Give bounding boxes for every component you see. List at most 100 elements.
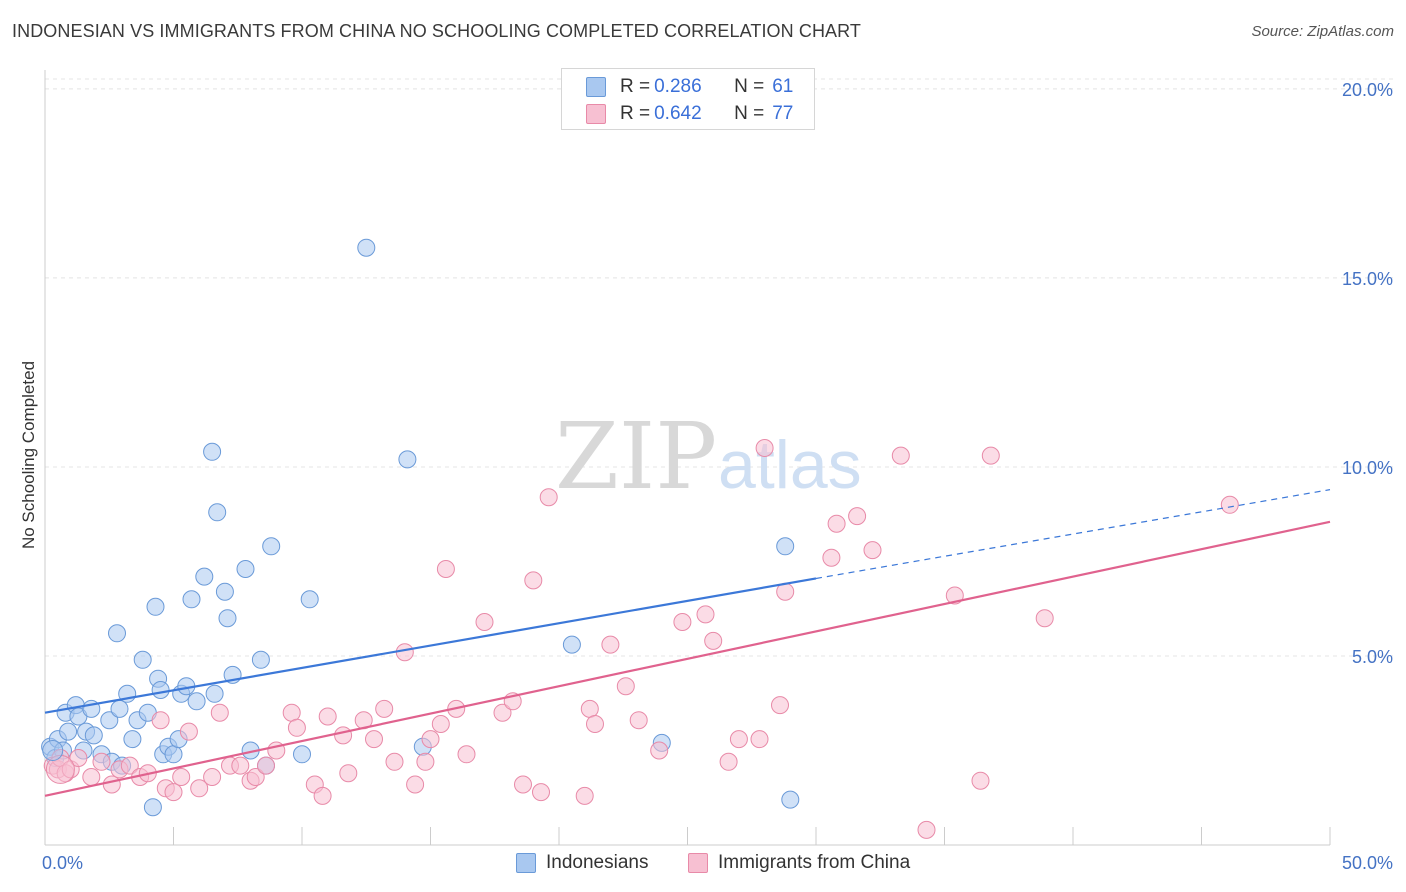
point-indonesians-54 bbox=[776, 537, 795, 556]
point-immigrants-china-20 bbox=[210, 703, 229, 722]
point-immigrants-china-39 bbox=[406, 775, 425, 794]
point-immigrants-china-41 bbox=[421, 730, 440, 749]
point-indonesians-24 bbox=[146, 597, 165, 616]
point-indonesians-11 bbox=[84, 726, 103, 745]
point-immigrants-china-36 bbox=[375, 699, 394, 718]
correlation-legend: R = 0.286 N = 61 R = 0.642 N = 77 bbox=[561, 68, 815, 130]
point-indonesians-52 bbox=[562, 635, 581, 654]
point-immigrants-china-71 bbox=[848, 507, 867, 526]
point-indonesians-16 bbox=[110, 699, 129, 718]
point-immigrants-china-78 bbox=[1035, 609, 1054, 628]
point-immigrants-china-79 bbox=[1220, 495, 1239, 514]
point-immigrants-china-18 bbox=[190, 779, 209, 798]
bottom-legend-indonesians: Indonesians bbox=[516, 852, 648, 874]
point-indonesians-40 bbox=[218, 609, 237, 628]
legend-swatch-indonesians bbox=[586, 77, 606, 97]
trend-line-immigrants-china bbox=[44, 520, 1331, 797]
point-immigrants-china-30 bbox=[313, 786, 332, 805]
point-immigrants-china-17 bbox=[179, 722, 198, 741]
point-immigrants-china-67 bbox=[771, 696, 789, 715]
watermark: ZIP atlas bbox=[555, 403, 862, 510]
legend-r-label: R = bbox=[620, 76, 651, 97]
point-immigrants-china-76 bbox=[971, 771, 990, 790]
point-immigrants-china-56 bbox=[601, 635, 620, 654]
point-immigrants-china-72 bbox=[863, 541, 882, 560]
bottom-legend-swatch bbox=[688, 853, 708, 873]
point-immigrants-china-58 bbox=[629, 711, 648, 730]
point-indonesians-42 bbox=[236, 560, 255, 578]
legend-row-immigrants-china: R = 0.642 N = 77 bbox=[586, 101, 793, 127]
point-immigrants-china-7 bbox=[92, 752, 111, 771]
trend-line-extension-indonesians bbox=[815, 489, 1331, 580]
point-indonesians-49 bbox=[357, 238, 376, 257]
point-immigrants-china-64 bbox=[729, 730, 748, 749]
point-immigrants-china-66 bbox=[755, 439, 774, 457]
legend-n-value: 77 bbox=[772, 103, 794, 124]
point-indonesians-39 bbox=[215, 582, 234, 601]
axes bbox=[44, 70, 1331, 846]
point-immigrants-china-46 bbox=[475, 613, 494, 631]
legend-row-indonesians: R = 0.286 N = 61 bbox=[586, 74, 793, 100]
legend-r-value: 0.642 bbox=[654, 103, 702, 124]
point-immigrants-china-19 bbox=[203, 768, 222, 786]
point-immigrants-china-33 bbox=[339, 764, 358, 783]
point-indonesians-46 bbox=[262, 537, 281, 556]
x-tick-label-0: 0.0% bbox=[42, 853, 83, 873]
point-indonesians-5 bbox=[59, 722, 78, 741]
watermark-zip: ZIP bbox=[555, 403, 717, 510]
point-immigrants-china-70 bbox=[827, 514, 846, 533]
point-indonesians-21 bbox=[133, 650, 152, 669]
point-immigrants-china-73 bbox=[891, 446, 910, 465]
point-immigrants-china-5 bbox=[69, 749, 88, 767]
point-indonesians-13 bbox=[100, 711, 119, 730]
x-tick-label-1: 50.0% bbox=[1342, 853, 1393, 873]
point-indonesians-23 bbox=[143, 798, 162, 817]
point-indonesians-19 bbox=[123, 730, 142, 749]
bottom-legend-immigrants-china: Immigrants from China bbox=[688, 852, 910, 874]
point-indonesians-48 bbox=[300, 590, 319, 609]
legend-n-label: N = bbox=[734, 103, 765, 124]
point-immigrants-china-65 bbox=[750, 730, 769, 749]
point-immigrants-china-13 bbox=[151, 711, 170, 730]
point-immigrants-china-27 bbox=[282, 703, 301, 722]
point-immigrants-china-10 bbox=[120, 756, 139, 775]
point-immigrants-china-40 bbox=[416, 752, 435, 771]
point-indonesians-29 bbox=[164, 745, 183, 764]
point-immigrants-china-55 bbox=[586, 715, 604, 733]
point-immigrants-china-8 bbox=[102, 775, 121, 794]
y-axis-label: No Schooling Completed bbox=[19, 361, 38, 549]
point-indonesians-55 bbox=[781, 790, 800, 809]
watermark-atlas: atlas bbox=[718, 427, 862, 503]
source-label: Source: ZipAtlas.com bbox=[1251, 23, 1394, 40]
point-indonesians-33 bbox=[182, 590, 201, 609]
point-indonesians-47 bbox=[293, 745, 311, 764]
data-points bbox=[41, 238, 1239, 839]
point-immigrants-china-69 bbox=[822, 548, 841, 567]
bottom-legend-label: Indonesians bbox=[546, 852, 649, 873]
point-immigrants-china-45 bbox=[457, 745, 476, 764]
legend-r-value: 0.286 bbox=[654, 76, 702, 97]
point-immigrants-china-53 bbox=[575, 786, 594, 805]
point-immigrants-china-22 bbox=[231, 756, 250, 775]
y-tick-label-3: 20.0% bbox=[1342, 80, 1393, 100]
bottom-legend-swatch bbox=[516, 853, 536, 873]
point-immigrants-china-49 bbox=[514, 775, 532, 794]
point-immigrants-china-16 bbox=[172, 768, 191, 786]
point-immigrants-china-63 bbox=[719, 752, 738, 771]
point-indonesians-50 bbox=[398, 450, 417, 469]
point-indonesians-37 bbox=[205, 684, 224, 703]
legend-n-value: 61 bbox=[772, 76, 794, 97]
point-indonesians-44 bbox=[251, 650, 270, 669]
point-immigrants-china-57 bbox=[616, 677, 635, 696]
point-immigrants-china-50 bbox=[524, 571, 543, 590]
point-immigrants-china-24 bbox=[246, 768, 265, 786]
point-indonesians-26 bbox=[151, 681, 170, 699]
point-immigrants-china-59 bbox=[650, 741, 669, 760]
point-immigrants-china-42 bbox=[431, 715, 450, 733]
point-immigrants-china-15 bbox=[164, 783, 183, 802]
point-immigrants-china-51 bbox=[532, 783, 550, 802]
point-immigrants-china-47 bbox=[493, 703, 512, 722]
point-immigrants-china-37 bbox=[385, 752, 404, 771]
point-immigrants-china-28 bbox=[287, 718, 306, 737]
